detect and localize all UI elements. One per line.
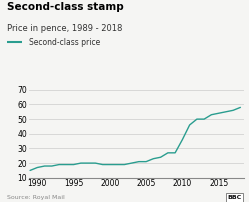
Text: BBC: BBC: [227, 195, 242, 200]
Text: Second-class price: Second-class price: [29, 38, 100, 47]
Text: Second-class stamp: Second-class stamp: [7, 2, 124, 12]
Text: Source: Royal Mail: Source: Royal Mail: [7, 195, 65, 200]
Text: Price in pence, 1989 - 2018: Price in pence, 1989 - 2018: [7, 24, 123, 33]
